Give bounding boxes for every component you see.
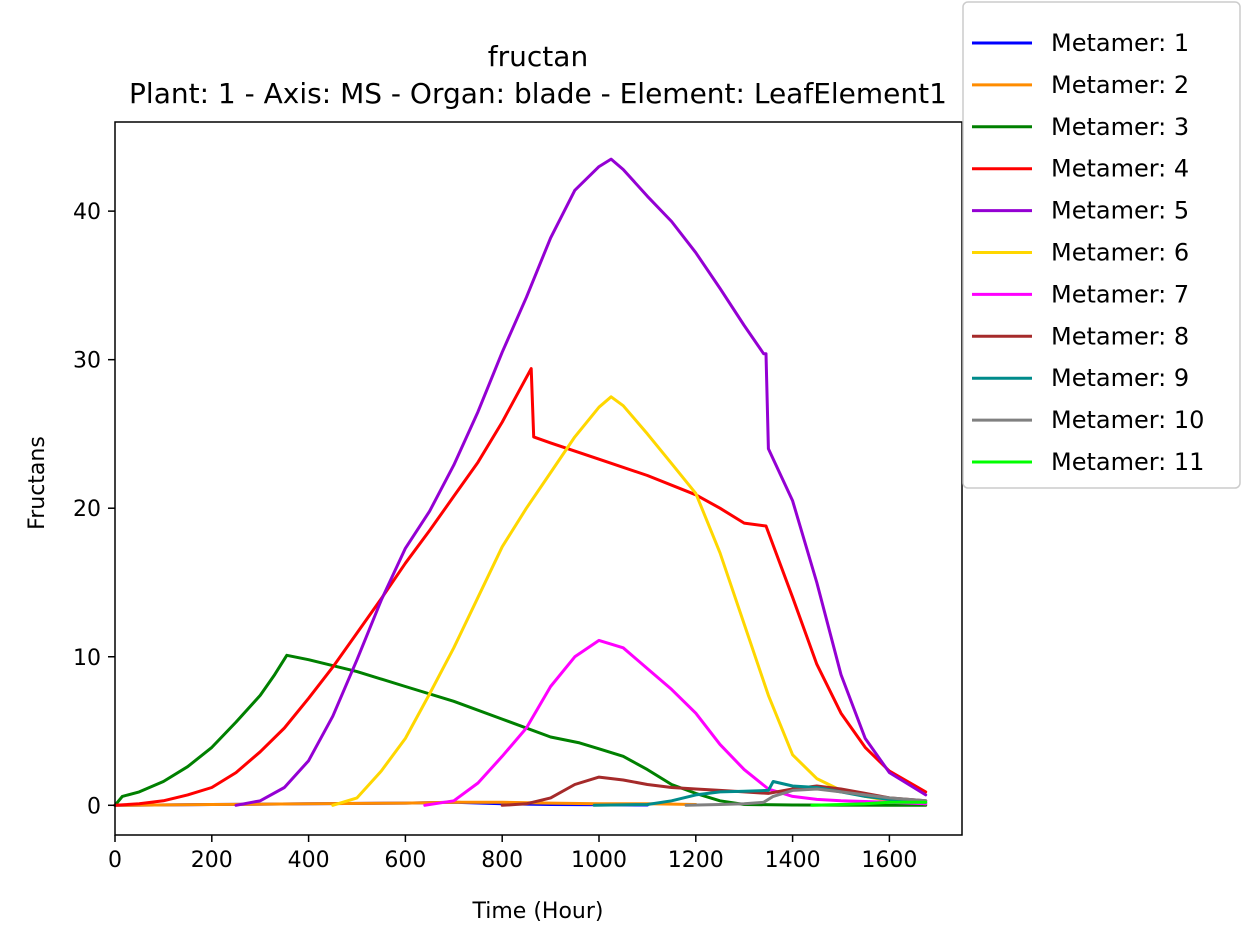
y-tick-label: 40 [73, 200, 101, 225]
x-tick-label: 1200 [668, 848, 724, 873]
series-line-metamer-8 [500, 775, 928, 807]
series-group [113, 157, 928, 807]
legend-label-metamer-5: Metamer: 5 [1051, 197, 1189, 225]
y-tick-label: 20 [73, 497, 101, 522]
series-line-metamer-5 [234, 157, 928, 807]
series-line-metamer-7 [423, 638, 928, 807]
legend-label-metamer-7: Metamer: 7 [1051, 280, 1189, 308]
plot-area [113, 121, 963, 836]
chart-title: fructan [488, 40, 588, 73]
series-line-metamer-10 [684, 787, 928, 807]
plot-frame [114, 121, 963, 836]
legend-label-metamer-11: Metamer: 11 [1051, 448, 1204, 476]
series-line-metamer-6 [331, 395, 928, 807]
legend: Metamer: 1 Metamer: 2 Metamer: 3 Metamer: 4… [962, 1, 1241, 489]
legend-items: Metamer: 1 Metamer: 2 Metamer: 3 Metamer: 4… [972, 29, 1204, 476]
x-tick-label: 200 [191, 848, 233, 873]
x-tick-label: 1400 [765, 848, 821, 873]
x-tick-label: 1000 [571, 848, 627, 873]
y-axis-label: Fructans [25, 436, 50, 530]
legend-label-metamer-3: Metamer: 3 [1051, 113, 1189, 141]
y-axis-ticks: 0 10 20 30 40 [73, 200, 115, 819]
y-tick-label: 0 [87, 794, 101, 819]
series-line-metamer-11 [810, 800, 928, 807]
y-tick-label: 30 [73, 349, 101, 374]
y-tick-label: 10 [73, 646, 101, 671]
legend-label-metamer-10: Metamer: 10 [1051, 406, 1204, 434]
x-tick-label: 800 [481, 848, 523, 873]
legend-label-metamer-4: Metamer: 4 [1051, 155, 1189, 183]
legend-label-metamer-1: Metamer: 1 [1051, 29, 1189, 57]
x-tick-label: 0 [108, 848, 122, 873]
legend-label-metamer-6: Metamer: 6 [1051, 239, 1189, 267]
legend-label-metamer-2: Metamer: 2 [1051, 71, 1189, 99]
series-line-metamer-4 [113, 367, 928, 807]
legend-box [962, 1, 1241, 489]
x-tick-label: 600 [384, 848, 426, 873]
chart-subtitle: Plant: 1 - Axis: MS - Organ: blade - Ele… [129, 77, 947, 110]
legend-label-metamer-9: Metamer: 9 [1051, 364, 1189, 392]
x-tick-label: 1600 [861, 848, 917, 873]
x-tick-label: 400 [288, 848, 330, 873]
x-axis-label: Time (Hour) [472, 899, 604, 924]
x-axis-ticks: 0 200 400 600 800 1000 1200 1400 1600 [108, 835, 917, 873]
legend-label-metamer-8: Metamer: 8 [1051, 322, 1189, 350]
